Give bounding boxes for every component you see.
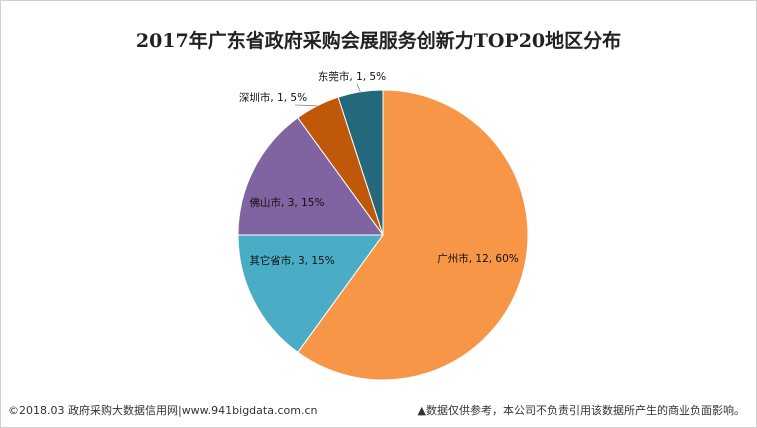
leader-line-5 [356,83,361,92]
pie-slice-2 [237,234,384,354]
footer-disclaimer: ▲数据仅供参考，本公司不负责引用该数据所产生的商业负面影响。 [417,404,745,417]
slice-label-3: 佛山市, 3, 15% [250,196,325,209]
pie-slice-5 [337,89,384,236]
pie-slice-3 [237,116,384,236]
slice-label-4: 深圳市, 1, 5% [239,91,307,104]
leader-line-4 [294,104,318,107]
chart-title: 2017年广东省政府采购会展服务创新力TOP20地区分布 [135,30,622,52]
slice-label-5: 东莞市, 1, 5% [318,70,386,83]
slice-label-2: 其它省市, 3, 15% [249,254,334,267]
slice-label-1: 广州市, 12, 60% [437,252,519,265]
footer-source: ©2018.03 政府采购大数据信用网|www.941bigdata.com.c… [8,404,318,417]
pie-slice-1 [297,89,529,381]
